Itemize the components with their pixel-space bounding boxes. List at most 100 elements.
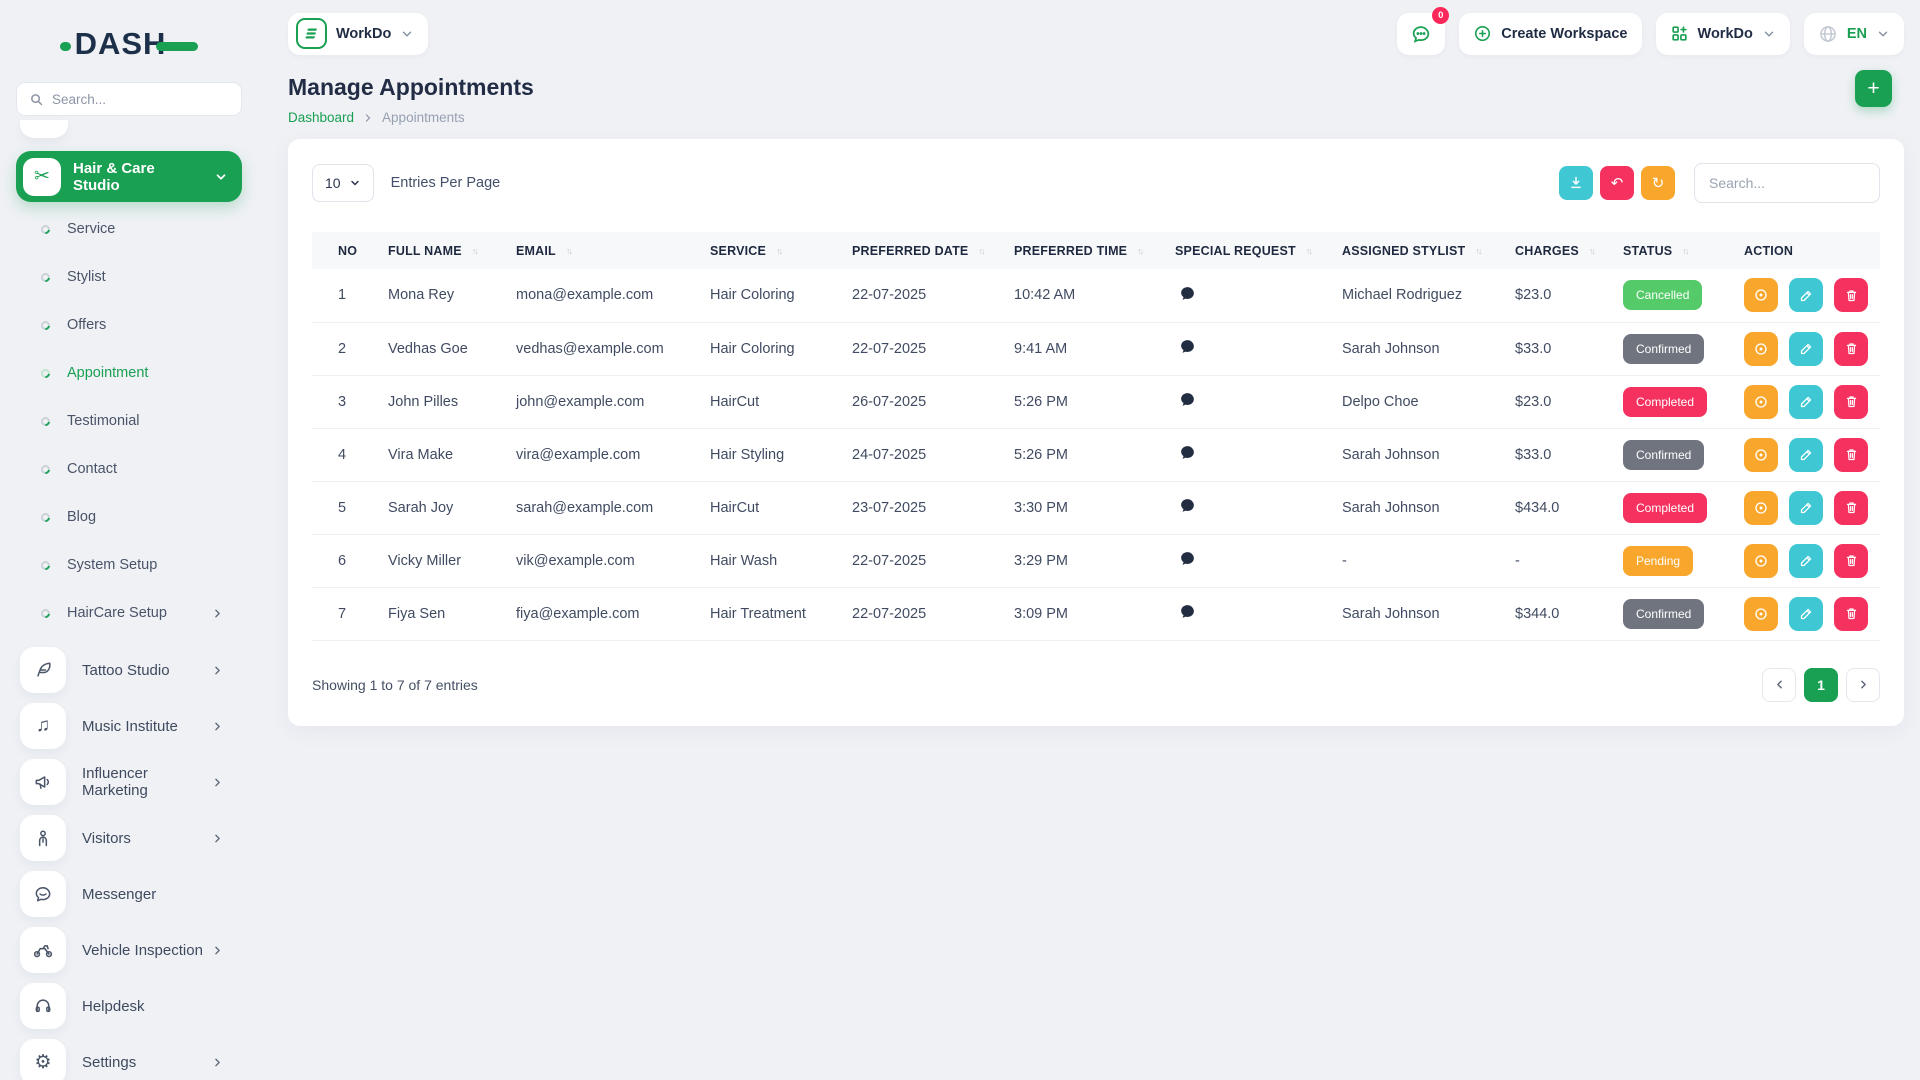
- column-header-charges[interactable]: CHARGES↑↓: [1515, 232, 1623, 269]
- column-header-preferred-date[interactable]: PREFERRED DATE ↑↓: [852, 232, 1014, 269]
- sort-icon[interactable]: ↑↓: [1682, 246, 1687, 256]
- sidebar-module-vehicle-inspection[interactable]: Vehicle Inspection: [16, 922, 242, 978]
- sort-icon[interactable]: ↑↓: [472, 246, 477, 256]
- search-icon: [29, 92, 44, 107]
- sidebar-item-system-setup[interactable]: System Setup: [16, 541, 242, 589]
- table-controls: 10 Entries Per Page ↶ ↻: [312, 163, 1880, 203]
- cell-charges: $33.0: [1515, 322, 1623, 375]
- sidebar-module-visitors[interactable]: Visitors: [16, 810, 242, 866]
- sort-icon[interactable]: ↑↓: [1137, 246, 1142, 256]
- view-button[interactable]: [1744, 491, 1778, 525]
- comment-bubble-icon[interactable]: [1179, 338, 1196, 355]
- comment-bubble-icon[interactable]: [1179, 444, 1196, 461]
- edit-button[interactable]: [1789, 438, 1823, 472]
- view-button[interactable]: [1744, 332, 1778, 366]
- workspace-selector[interactable]: ✂ Hair & Care Studio: [16, 151, 242, 202]
- cell-preferred-date: 22-07-2025: [852, 322, 1014, 375]
- comment-bubble-icon[interactable]: [1179, 391, 1196, 408]
- sidebar-item-blog[interactable]: Blog: [16, 493, 242, 541]
- sidebar-item-stylist[interactable]: Stylist: [16, 253, 242, 301]
- delete-button[interactable]: [1834, 332, 1868, 366]
- cell-service: Hair Treatment: [710, 587, 852, 640]
- sidebar-module-tattoo-studio[interactable]: Tattoo Studio: [16, 642, 242, 698]
- sort-icon[interactable]: ↑↓: [1475, 246, 1480, 256]
- delete-button[interactable]: [1834, 278, 1868, 312]
- view-button[interactable]: [1744, 278, 1778, 312]
- comment-bubble-icon[interactable]: [1179, 497, 1196, 514]
- breadcrumb-dashboard-link[interactable]: Dashboard: [288, 110, 354, 125]
- sort-icon[interactable]: ↑↓: [978, 246, 983, 256]
- delete-button[interactable]: [1834, 385, 1868, 419]
- sidebar-item-haircare-setup[interactable]: HairCare Setup: [16, 589, 242, 637]
- column-header-email[interactable]: EMAIL↑↓: [516, 232, 710, 269]
- delete-button[interactable]: [1834, 544, 1868, 578]
- cell-charges: $23.0: [1515, 269, 1623, 322]
- table-body: 1 Mona Rey mona@example.com Hair Colorin…: [312, 269, 1880, 640]
- language-selector[interactable]: EN: [1804, 13, 1904, 55]
- bullet-ring-icon: [39, 367, 52, 380]
- column-header-status[interactable]: STATUS↑↓: [1623, 232, 1744, 269]
- comment-bubble-icon[interactable]: [1179, 285, 1196, 302]
- sidebar-item-contact[interactable]: Contact: [16, 445, 242, 493]
- apps-menu-button[interactable]: WorkDo: [1656, 13, 1790, 55]
- sort-icon[interactable]: ↑↓: [776, 246, 781, 256]
- sort-icon[interactable]: ↑↓: [1589, 246, 1594, 256]
- breadcrumb: Dashboard Appointments: [288, 110, 1904, 125]
- undo-button[interactable]: ↶: [1600, 166, 1634, 200]
- sidebar-item-service[interactable]: Service: [16, 205, 242, 253]
- messages-button[interactable]: 0: [1397, 13, 1445, 55]
- sidebar-module-music-institute[interactable]: ♫ Music Institute: [16, 698, 242, 754]
- column-header-special-request[interactable]: SPECIAL REQUEST↑↓: [1175, 232, 1342, 269]
- sidebar-item-appointment[interactable]: Appointment: [16, 349, 242, 397]
- sidebar-module-helpdesk[interactable]: Helpdesk: [16, 978, 242, 1034]
- export-button[interactable]: [1559, 166, 1593, 200]
- comment-bubble-icon[interactable]: [1179, 550, 1196, 567]
- clipped-module-icon: [20, 120, 68, 138]
- delete-button[interactable]: [1834, 438, 1868, 472]
- column-label: PREFERRED DATE: [852, 244, 968, 258]
- edit-button[interactable]: [1789, 278, 1823, 312]
- table-search-input[interactable]: [1694, 163, 1880, 203]
- column-header-service[interactable]: SERVICE↑↓: [710, 232, 852, 269]
- edit-button[interactable]: [1789, 544, 1823, 578]
- sidebar-module-messenger[interactable]: Messenger: [16, 866, 242, 922]
- view-button[interactable]: [1744, 597, 1778, 631]
- column-header-assigned-stylist[interactable]: ASSIGNED STYLIST↑↓: [1342, 232, 1515, 269]
- sidebar-item-testimonial[interactable]: Testimonial: [16, 397, 242, 445]
- page-1-button[interactable]: 1: [1804, 668, 1838, 702]
- edit-button[interactable]: [1789, 491, 1823, 525]
- entries-per-page-select[interactable]: 10: [312, 164, 374, 202]
- appointment-row-6: 6 Vicky Miller vik@example.com Hair Wash…: [312, 534, 1880, 587]
- view-button[interactable]: [1744, 385, 1778, 419]
- view-button[interactable]: [1744, 438, 1778, 472]
- sort-icon[interactable]: ↑↓: [1306, 246, 1311, 256]
- pencil-icon: [1799, 447, 1814, 462]
- edit-button[interactable]: [1789, 597, 1823, 631]
- create-workspace-button[interactable]: Create Workspace: [1459, 13, 1641, 55]
- sidebar-subnav: Service Stylist Offers Appointment Testi…: [16, 205, 242, 637]
- column-header-preferred-time[interactable]: PREFERRED TIME↑↓: [1014, 232, 1175, 269]
- sidebar-item-offers[interactable]: Offers: [16, 301, 242, 349]
- refresh-button[interactable]: ↻: [1641, 166, 1675, 200]
- column-header-full-name[interactable]: FULL NAME↑↓: [388, 232, 516, 269]
- workspace-switcher[interactable]: WorkDo: [288, 13, 428, 55]
- sort-icon[interactable]: ↑↓: [566, 246, 571, 256]
- sidebar-module-influencer-marketing[interactable]: Influencer Marketing: [16, 754, 242, 810]
- view-button[interactable]: [1744, 544, 1778, 578]
- previous-page-button[interactable]: [1762, 668, 1796, 702]
- workspace-switcher-label: WorkDo: [336, 26, 391, 42]
- sidebar-search-input[interactable]: [52, 92, 229, 107]
- next-page-button[interactable]: [1846, 668, 1880, 702]
- cell-special-request: [1175, 534, 1342, 587]
- module-label: Tattoo Studio: [82, 662, 211, 679]
- music-icon: ♫: [20, 703, 66, 749]
- edit-button[interactable]: [1789, 385, 1823, 419]
- edit-button[interactable]: [1789, 332, 1823, 366]
- comment-bubble-icon[interactable]: [1179, 603, 1196, 620]
- delete-button[interactable]: [1834, 597, 1868, 631]
- add-appointment-button[interactable]: +: [1855, 70, 1892, 107]
- sidebar-module-settings[interactable]: ⚙ Settings: [16, 1034, 242, 1080]
- delete-button[interactable]: [1834, 491, 1868, 525]
- cell-email: vedhas@example.com: [516, 322, 710, 375]
- column-label: ACTION: [1744, 244, 1793, 258]
